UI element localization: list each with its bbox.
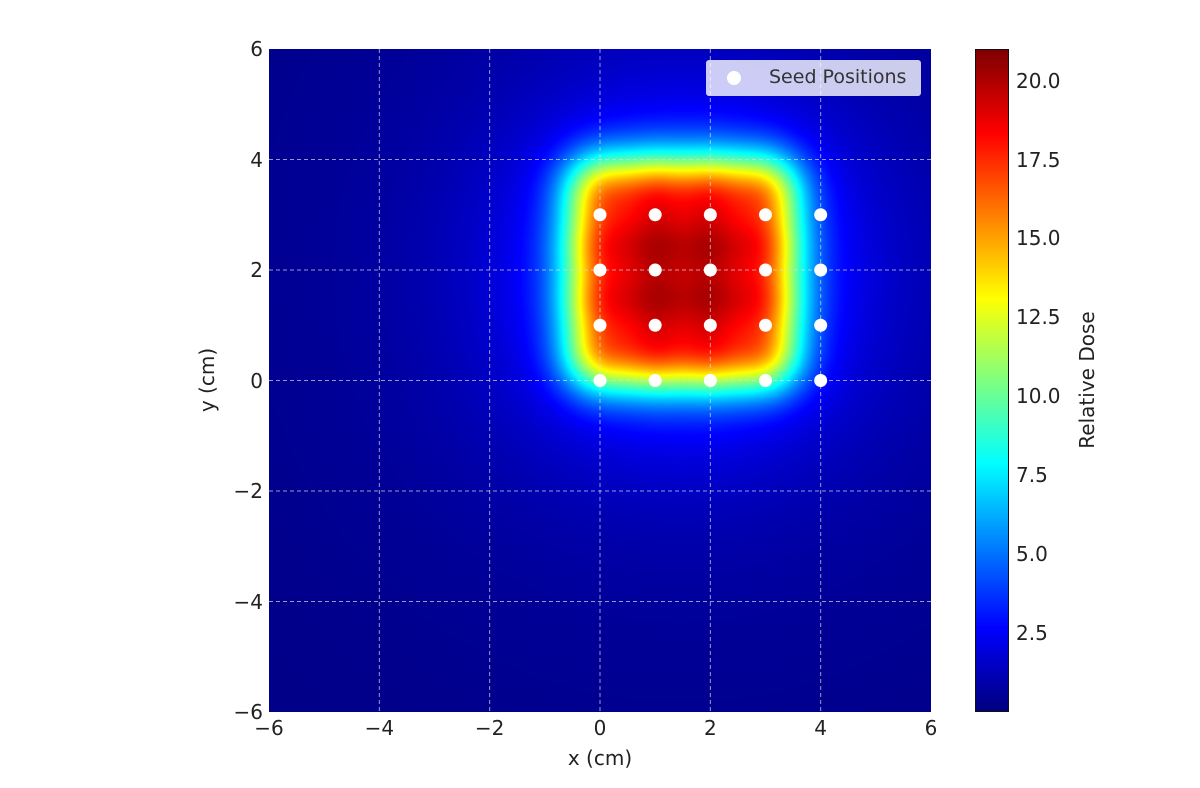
x-tick-label: 6 bbox=[924, 716, 938, 740]
seed-position-marker bbox=[759, 374, 772, 387]
legend: Seed Positions bbox=[706, 60, 921, 96]
x-tick-label: 2 bbox=[703, 716, 717, 740]
x-axis-label: x (cm) bbox=[567, 746, 633, 770]
x-tick-label: −4 bbox=[364, 716, 395, 740]
y-tick-label: 4 bbox=[250, 147, 263, 172]
y-tick-label: 2 bbox=[250, 258, 263, 282]
x-tick-label: 4 bbox=[814, 716, 828, 740]
x-tick-label: −6 bbox=[254, 716, 284, 740]
seed-position-marker bbox=[759, 208, 772, 222]
seed-position-marker bbox=[703, 374, 717, 387]
seed-position-marker bbox=[759, 318, 772, 332]
colorbar-tick-label: 10.0 bbox=[1016, 384, 1061, 409]
plot-area bbox=[269, 49, 931, 712]
colorbar-tick-label: 17.5 bbox=[1016, 147, 1061, 172]
colorbar bbox=[975, 49, 1009, 712]
seed-position-marker bbox=[814, 263, 828, 277]
seed-position-marker bbox=[648, 263, 662, 277]
y-axis-label: y (cm) bbox=[195, 347, 219, 413]
seed-position-marker bbox=[814, 318, 828, 332]
colorbar-tick-label: 12.5 bbox=[1016, 305, 1061, 330]
colorbar-label: Relative Dose bbox=[1075, 311, 1099, 449]
seed-position-marker bbox=[593, 263, 607, 277]
colorbar-tick-label: 2.5 bbox=[1016, 621, 1048, 646]
colorbar-tick-label: 15.0 bbox=[1016, 226, 1061, 251]
seed-position-marker bbox=[703, 318, 717, 332]
seed-position-marker bbox=[648, 208, 662, 222]
colorbar-tick-label: 20.0 bbox=[1016, 68, 1061, 93]
x-tick-label: −2 bbox=[474, 716, 505, 740]
seed-position-marker bbox=[759, 263, 772, 277]
colorbar-tick-label: 5.0 bbox=[1016, 542, 1048, 567]
seed-position-marker bbox=[648, 374, 662, 387]
seed-position-marker bbox=[703, 263, 717, 277]
seed-position-marker bbox=[814, 374, 828, 387]
y-tick-label: −4 bbox=[233, 589, 263, 614]
seed-position-marker bbox=[593, 208, 607, 222]
seed-position-marker bbox=[703, 208, 717, 222]
legend-label: Seed Positions bbox=[769, 66, 907, 88]
seed-position-marker bbox=[814, 208, 828, 222]
seed-position-marker bbox=[593, 318, 607, 332]
y-tick-label: −6 bbox=[233, 700, 263, 724]
x-tick-label: 0 bbox=[593, 716, 607, 740]
y-tick-label: 6 bbox=[250, 37, 263, 61]
colorbar-tick-label: 7.5 bbox=[1016, 463, 1048, 488]
y-tick-label: −2 bbox=[233, 479, 263, 503]
seed-position-marker bbox=[648, 318, 662, 332]
seed-position-marker bbox=[593, 374, 607, 387]
plot-overlay bbox=[269, 49, 931, 712]
y-tick-label: 0 bbox=[250, 368, 263, 393]
legend-seed-marker bbox=[727, 71, 741, 85]
